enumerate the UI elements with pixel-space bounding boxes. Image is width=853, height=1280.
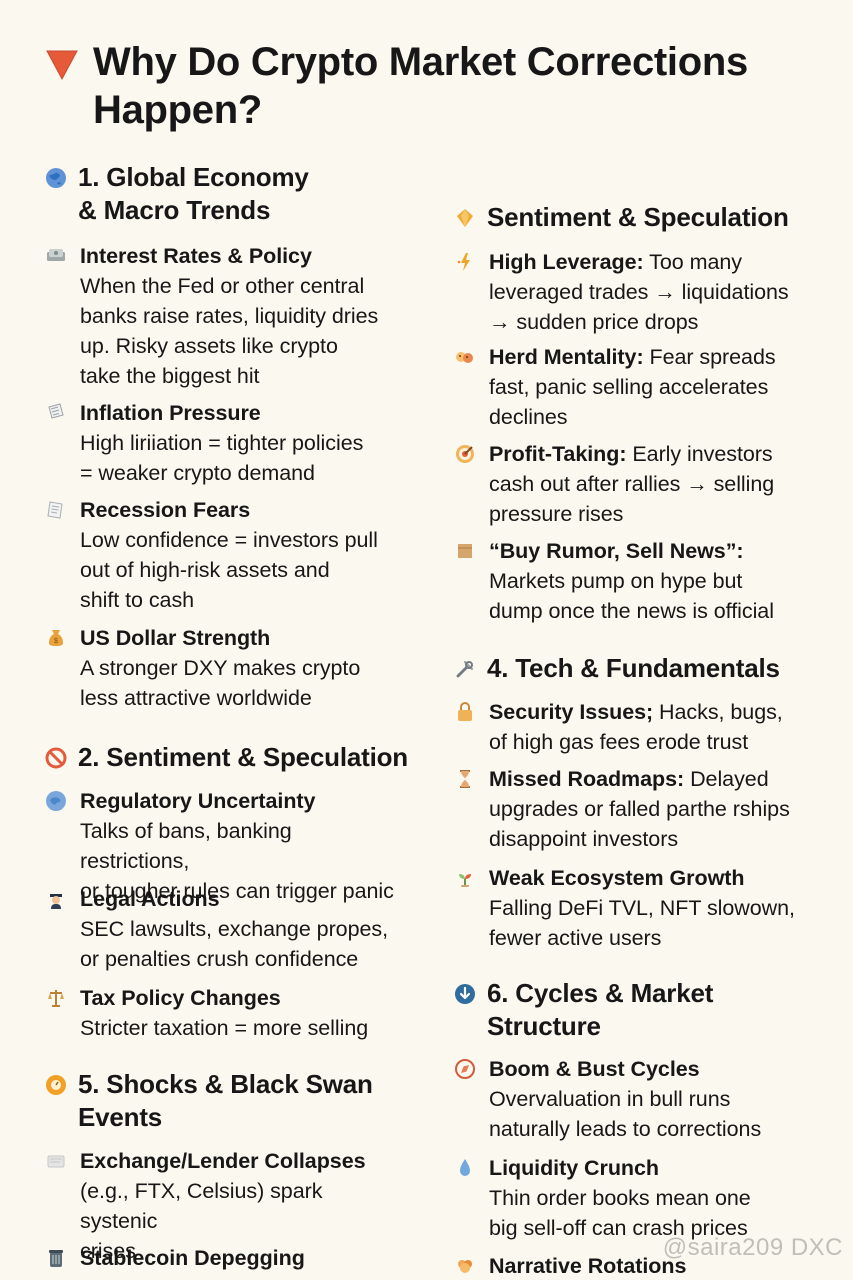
list-item: Boom & Bust Cycles Overvaluation in bull… bbox=[453, 1054, 813, 1144]
item-description: When the Fed or other central banks rais… bbox=[80, 274, 379, 388]
paper-icon bbox=[47, 501, 63, 519]
brain-icon bbox=[458, 1260, 472, 1273]
item-description: Stricter taxation = more selling bbox=[80, 1016, 369, 1040]
item-description: Talks of bans, banking restrictions, or … bbox=[80, 819, 394, 903]
item-title: Recession Fears bbox=[80, 498, 251, 522]
list-item: Recession Fears Low confidence = investo… bbox=[44, 495, 404, 615]
list-item: Security Issues; Hacks, bugs, of high ga… bbox=[453, 697, 813, 757]
section-title: 4. Tech & Fundamentals bbox=[487, 653, 780, 683]
item-title: Stablecoin Depegging bbox=[80, 1246, 305, 1270]
item-title: Exchange/Lender Collapses bbox=[80, 1149, 366, 1173]
list-item: High Leverage: Too many leveraged trades… bbox=[453, 247, 813, 337]
list-item: Liquidity Crunch Thin order books mean o… bbox=[453, 1153, 813, 1243]
item-description: Overvaluation in bull runs naturally lea… bbox=[489, 1087, 762, 1141]
list-item: Inflation Pressure High liriiation = tig… bbox=[44, 398, 404, 488]
item-description: Too many leveraged trades → liquidations… bbox=[489, 250, 789, 334]
list-item: “Buy Rumor, Sell News”: Markets pump on … bbox=[453, 536, 813, 626]
section-cycles-market-structure: 6. Cycles & Market Structure bbox=[453, 977, 713, 1043]
item-title: Weak Ecosystem Growth bbox=[489, 866, 745, 890]
item-title: Tax Policy Changes bbox=[80, 986, 281, 1010]
list-item: Regulatory Uncertainty Talks of bans, ba… bbox=[44, 786, 404, 906]
compass-icon bbox=[455, 1059, 475, 1079]
red-triangle-down-icon bbox=[46, 50, 78, 81]
page-title: Why Do Crypto Market Corrections Happen? bbox=[93, 40, 748, 132]
section-global-economy: 1. Global Economy & Macro Trends bbox=[44, 161, 309, 227]
list-item: Missed Roadmaps: Delayed upgrades or fal… bbox=[453, 764, 813, 854]
list-item: Interest Rates & Policy When the Fed or … bbox=[44, 241, 404, 391]
svg-text:$: $ bbox=[54, 638, 58, 645]
item-description: Thin order books mean one big sell-off c… bbox=[489, 1186, 751, 1240]
item-title: High Leverage: bbox=[489, 250, 644, 274]
item-title: Inflation Pressure bbox=[80, 401, 261, 425]
item-title: Missed Roadmaps: bbox=[489, 767, 685, 791]
money-bag-icon: $ bbox=[49, 630, 63, 646]
globe-icon bbox=[46, 791, 66, 811]
title-row: Why Do Crypto Market Corrections Happen? bbox=[44, 38, 834, 138]
list-item: Tax Policy Changes Stricter taxation = m… bbox=[44, 983, 404, 1043]
item-description: Falling DeFi TVL, NFT slowown, fewer act… bbox=[489, 896, 795, 950]
item-description: Low confidence = investors pull out of h… bbox=[80, 528, 378, 612]
watermark: @saira209 DXC bbox=[662, 1234, 843, 1261]
diamond-icon bbox=[457, 209, 473, 227]
police-icon bbox=[50, 894, 62, 909]
droplet-icon bbox=[460, 1159, 470, 1176]
item-title: Legal Actions bbox=[80, 887, 220, 911]
sprout-icon bbox=[459, 874, 471, 887]
section-title: 5. Shocks & Black Swan Events bbox=[78, 1069, 373, 1132]
list-item: Herd Mentality: Fear spreads fast, panic… bbox=[453, 342, 813, 432]
item-title: “Buy Rumor, Sell News”: bbox=[489, 539, 744, 563]
ledger-icon bbox=[47, 1155, 65, 1168]
item-title: Liquidity Crunch bbox=[489, 1156, 659, 1180]
hourglass-icon bbox=[460, 770, 470, 788]
item-title: Herd Mentality: bbox=[489, 345, 644, 369]
list-item: Exchange/Lender Collapses (e.g., FTX, Ce… bbox=[44, 1146, 404, 1266]
target-icon bbox=[456, 445, 474, 463]
down-arrow-circle-icon bbox=[455, 984, 475, 1004]
item-title: Boom & Bust Cycles bbox=[489, 1057, 700, 1081]
list-item: Weak Ecosystem Growth Falling DeFi TVL, … bbox=[453, 863, 813, 953]
section-tech-fundamentals: 4. Tech & Fundamentals bbox=[453, 652, 780, 685]
item-title: US Dollar Strength bbox=[80, 626, 271, 650]
herd-icon bbox=[456, 352, 473, 363]
item-description: SEC lawsults, exchange propes, or penalt… bbox=[80, 917, 389, 971]
item-title: Narrative Rotations bbox=[489, 1254, 687, 1278]
item-description: Markets pump on hype but dump once the n… bbox=[489, 569, 774, 623]
item-title: Interest Rates & Policy bbox=[80, 244, 312, 268]
balance-scale-icon bbox=[48, 990, 64, 1007]
section-title: 2. Sentiment & Speculation bbox=[78, 742, 408, 772]
list-item: Profit-Taking: Early investors cash out … bbox=[453, 439, 813, 529]
paper-icon bbox=[48, 403, 64, 419]
list-item: Narrative Rotations bbox=[453, 1251, 813, 1280]
globe-icon bbox=[46, 168, 66, 188]
money-stack-icon bbox=[47, 249, 65, 261]
item-description: Early investors cash out after rallies →… bbox=[489, 442, 775, 526]
section-black-swan: 5. Shocks & Black Swan Events bbox=[44, 1068, 373, 1134]
item-title: Profit-Taking: bbox=[489, 442, 627, 466]
list-item: Legal Actions SEC lawsults, exchange pro… bbox=[44, 884, 404, 974]
lock-icon bbox=[458, 702, 472, 721]
item-description: (e.g., FTX, Celsius) spark systenic cris… bbox=[80, 1179, 323, 1263]
item-title: Regulatory Uncertainty bbox=[80, 789, 316, 813]
section-regulation: 2. Sentiment & Speculation bbox=[44, 741, 408, 774]
section-title: Sentiment & Speculation bbox=[487, 202, 789, 232]
item-description: Fear spreads fast, panic selling acceler… bbox=[489, 345, 776, 429]
list-item: $ US Dollar Strength A stronger DXY make… bbox=[44, 623, 404, 713]
item-description: A stronger DXY makes crypto less attract… bbox=[80, 656, 361, 710]
alarm-icon bbox=[46, 1075, 66, 1095]
section-sentiment-speculation: Sentiment & Speculation bbox=[453, 201, 789, 234]
tools-icon bbox=[456, 660, 474, 678]
item-description: High liriiation = tighter policies = wea… bbox=[80, 431, 364, 485]
section-title: 6. Cycles & Market Structure bbox=[487, 978, 714, 1041]
lightning-icon bbox=[457, 253, 470, 271]
item-description: Delayed upgrades or falled parthe rships… bbox=[489, 767, 790, 851]
list-item: Stablecoin Depegging bbox=[44, 1243, 404, 1273]
item-description: Hacks, bugs, of high gas fees erode trus… bbox=[489, 700, 783, 754]
item-title: Security Issues; bbox=[489, 700, 654, 724]
trash-icon bbox=[49, 1250, 63, 1267]
prohibited-icon bbox=[45, 747, 67, 769]
box-icon bbox=[458, 544, 472, 558]
section-title: 1. Global Economy & Macro Trends bbox=[78, 162, 309, 225]
